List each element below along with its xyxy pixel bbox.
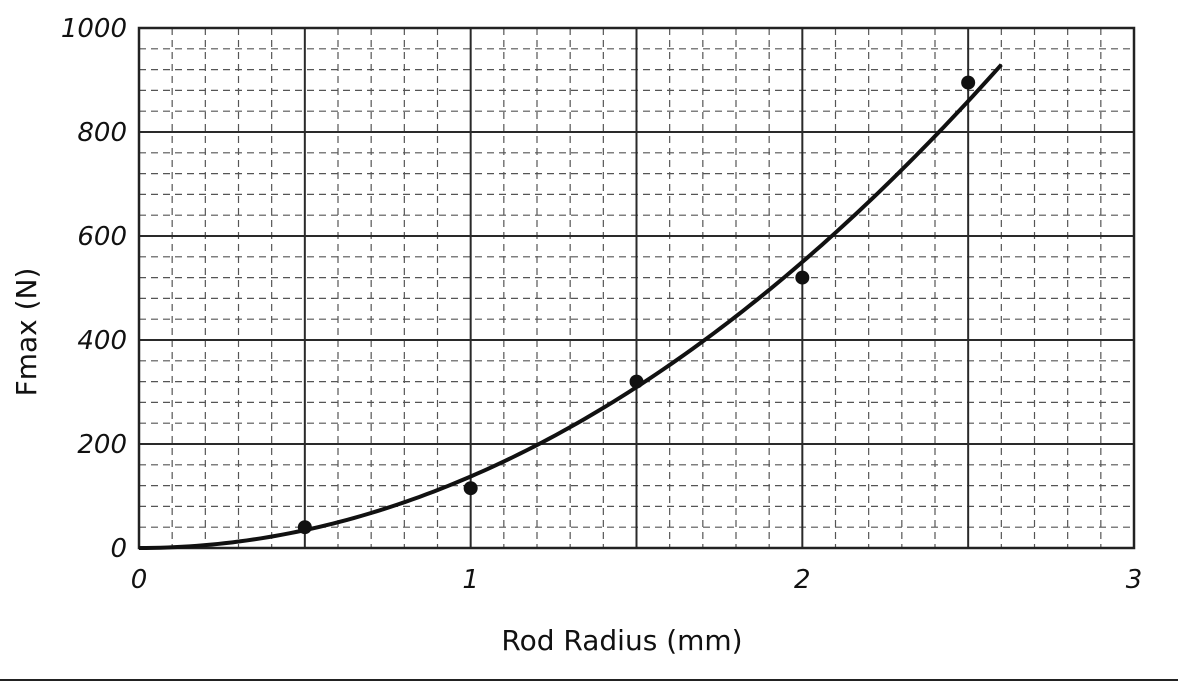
major-grid xyxy=(139,28,1134,548)
fit-curve xyxy=(138,63,1003,550)
y-tick-label: 400 xyxy=(77,326,127,356)
bottom-rule xyxy=(0,679,1178,681)
x-tick-label: 3 xyxy=(1126,565,1143,595)
x-tick-label: 2 xyxy=(794,565,811,595)
x-tick-label: 0 xyxy=(131,565,148,595)
x-axis-label: Rod Radius (mm) xyxy=(501,624,742,657)
data-point xyxy=(463,481,478,496)
data-points xyxy=(297,75,976,535)
data-point xyxy=(629,374,644,389)
y-axis-label: Fmax (N) xyxy=(10,268,43,397)
y-tick-label: 200 xyxy=(77,430,127,460)
data-point xyxy=(795,270,810,285)
y-tick-label: 1000 xyxy=(61,14,127,44)
y-tick-label: 600 xyxy=(77,222,127,252)
y-tick-labels: 0 200 400 600 800 1000 xyxy=(61,14,127,564)
plot-frame xyxy=(137,26,1136,550)
data-point xyxy=(297,520,312,535)
y-tick-label: 0 xyxy=(110,534,127,564)
y-tick-label: 800 xyxy=(77,118,127,148)
x-tick-label: 1 xyxy=(462,565,479,595)
data-point xyxy=(961,75,976,90)
x-tick-labels: 0 1 2 3 xyxy=(131,565,1143,595)
